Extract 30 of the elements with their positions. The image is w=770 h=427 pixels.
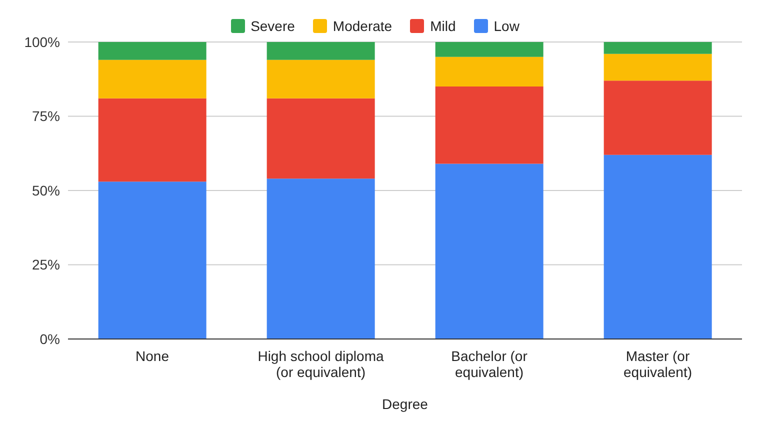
x-tick-label: High school diploma (or equivalent) (258, 348, 384, 380)
x-tick-label: Master (or equivalent) (624, 348, 692, 380)
bar (435, 164, 544, 339)
bar (266, 178, 375, 339)
bar (604, 42, 712, 54)
x-tick-label: Bachelor (or equivalent) (451, 348, 528, 380)
legend-label: Moderate (332, 18, 392, 34)
y-tick-label: 0% (40, 330, 60, 347)
bar (98, 182, 206, 339)
y-tick-label: 75% (32, 108, 60, 124)
bar (98, 42, 206, 60)
x-axis-title: Degree (382, 396, 428, 412)
bar (266, 42, 375, 60)
x-tick-label: None (136, 348, 170, 364)
bar (435, 86, 544, 164)
legend-label: Severe (250, 18, 295, 34)
bar (604, 80, 712, 155)
bar (435, 56, 544, 87)
y-tick-label: 100% (24, 34, 60, 50)
bar (266, 60, 375, 98)
bar (98, 98, 206, 182)
legend-label: Mild (429, 18, 456, 34)
bar (604, 54, 712, 81)
bar (266, 98, 375, 179)
bar (435, 42, 544, 57)
y-tick-label: 25% (32, 256, 60, 273)
bar (604, 154, 712, 339)
y-tick-label: 50% (32, 182, 60, 198)
bar (98, 60, 206, 98)
legend-label: Low (492, 18, 520, 34)
